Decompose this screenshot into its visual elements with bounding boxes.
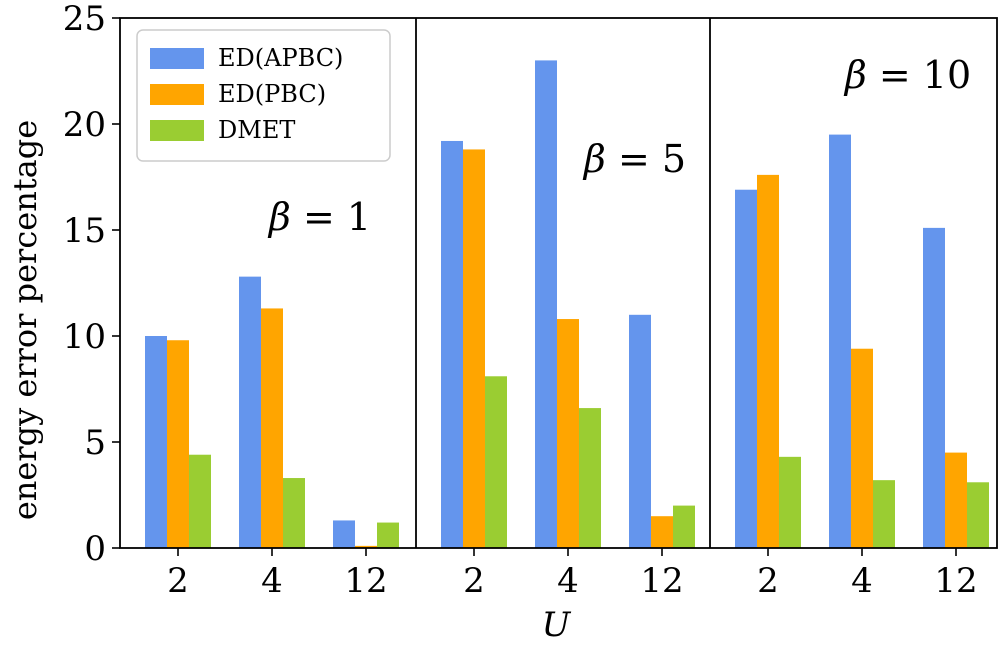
bar-ed-pbc-panel2-u12 (651, 516, 673, 548)
bar-dmet-panel3-u12 (967, 482, 989, 548)
bar-dmet-panel2-u2 (485, 376, 507, 548)
bar-dmet-panel1-u12 (377, 522, 399, 548)
panel-annotation-1: β = 1 (267, 195, 371, 239)
legend-label-3: DMET (218, 116, 295, 144)
x-tick-label: 2 (757, 561, 779, 601)
x-tick-label: 12 (934, 561, 977, 601)
beta-symbol: β (267, 195, 291, 239)
x-tick-label: 2 (167, 561, 189, 601)
legend-label-1: ED(APBC) (218, 44, 343, 72)
bar-ed-apbc-panel1-u12 (333, 520, 355, 548)
bar-ed-pbc-panel3-u12 (945, 452, 967, 548)
y-tick-label: 25 (63, 0, 106, 39)
y-axis-label: energy error percentage (6, 120, 44, 520)
panel-annotation-3: β = 10 (843, 53, 971, 97)
x-tick-label: 12 (640, 561, 683, 601)
bar-dmet-panel3-u4 (873, 480, 895, 548)
y-tick-label: 10 (63, 317, 106, 357)
bar-ed-pbc-panel1-u12 (355, 545, 377, 548)
y-tick-label: 20 (63, 105, 106, 145)
bar-ed-pbc-panel3-u4 (851, 348, 873, 548)
panel-annotations: β = 1β = 5β = 10 (267, 53, 971, 239)
bar-ed-apbc-panel2-u12 (629, 314, 651, 548)
bar-ed-pbc-panel1-u2 (167, 340, 189, 548)
x-axis-label: U (542, 605, 572, 645)
x-tick-label: 12 (344, 561, 387, 601)
x-tick-label: 2 (463, 561, 485, 601)
bar-dmet-panel1-u2 (189, 454, 211, 548)
bar-dmet-panel3-u2 (779, 456, 801, 548)
bar-ed-apbc-panel3-u12 (923, 227, 945, 548)
y-axis-ticks: 0 5 10 15 20 25 (63, 0, 120, 569)
panel-annotation-2: β = 5 (582, 137, 686, 181)
legend-swatch-3 (150, 120, 204, 141)
beta-symbol: β (582, 137, 606, 181)
bar-ed-apbc-panel1-u2 (145, 336, 167, 548)
beta-symbol: β (843, 53, 867, 97)
bar-dmet-panel2-u12 (673, 505, 695, 548)
bar-dmet-panel2-u4 (579, 408, 601, 548)
bar-ed-pbc-panel1-u4 (261, 308, 283, 548)
bar-ed-apbc-panel2-u2 (441, 140, 463, 548)
bar-ed-apbc-panel3-u4 (829, 134, 851, 548)
plot-border (119, 17, 998, 549)
annotation-value: = 5 (606, 137, 686, 181)
plot-frame (119, 17, 998, 549)
x-tick-label: 4 (851, 561, 873, 601)
bars-layer (145, 60, 989, 549)
x-axis-ticks: 2 4 12 2 4 12 2 4 12 (167, 548, 978, 601)
bar-ed-apbc-panel2-u4 (535, 60, 557, 549)
legend: ED(APBC) ED(PBC) DMET (136, 29, 391, 162)
y-tick-label: 5 (84, 423, 106, 463)
bar-ed-apbc-panel3-u2 (735, 189, 757, 548)
x-tick-label: 4 (557, 561, 579, 601)
y-tick-label: 15 (63, 211, 106, 251)
y-tick-label: 0 (84, 529, 106, 569)
annotation-value: = 1 (291, 195, 371, 239)
legend-swatch-1 (150, 48, 204, 69)
legend-swatch-2 (150, 84, 204, 105)
legend-label-2: ED(PBC) (218, 80, 326, 108)
bar-ed-pbc-panel3-u2 (757, 174, 779, 548)
bar-ed-pbc-panel2-u2 (463, 149, 485, 548)
bar-ed-apbc-panel1-u4 (239, 276, 261, 548)
annotation-value: = 10 (867, 53, 971, 97)
bar-ed-pbc-panel2-u4 (557, 319, 579, 548)
bar-dmet-panel1-u4 (283, 478, 305, 548)
x-tick-label: 4 (261, 561, 283, 601)
